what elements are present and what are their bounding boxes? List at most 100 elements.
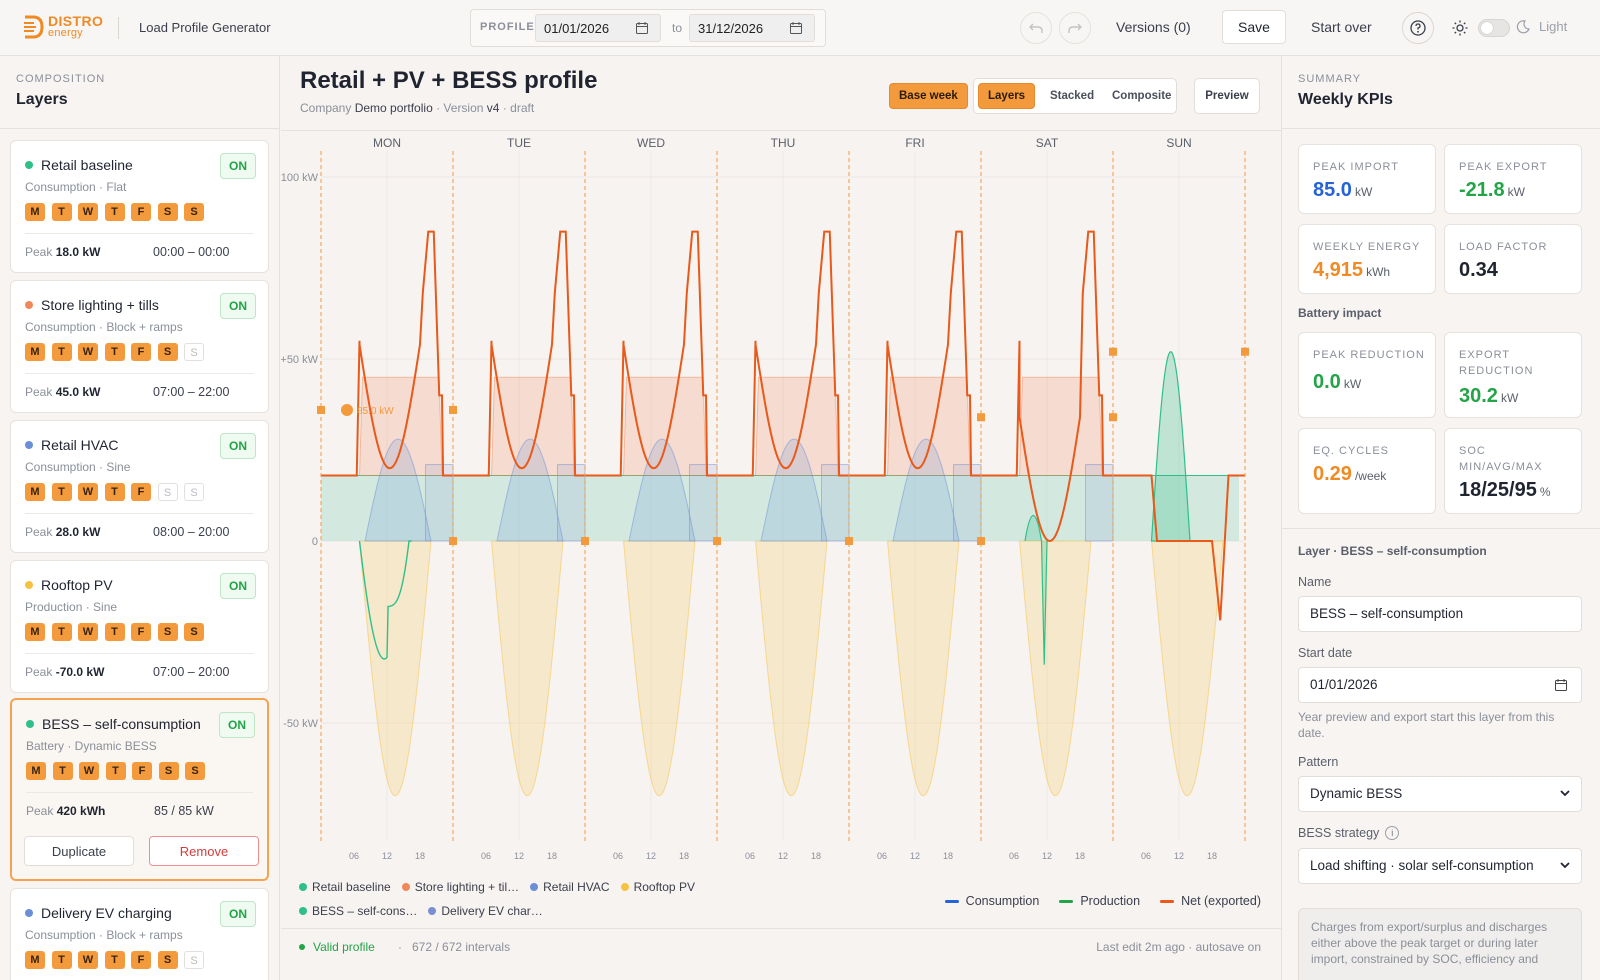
day-toggle-wed[interactable]: W: [78, 343, 98, 361]
legend-item[interactable]: BESS – self-cons…: [299, 904, 417, 918]
preview-button[interactable]: Preview: [1194, 78, 1260, 114]
legend-item[interactable]: Rooftop PV: [620, 880, 695, 894]
brand-name: DISTRO energy: [48, 12, 104, 39]
day-toggle-wed[interactable]: W: [78, 483, 98, 501]
tab-composite[interactable]: Composite: [1103, 83, 1180, 109]
layer-editor-heading: Layer · BESS – self-consumption: [1298, 544, 1487, 558]
day-toggle-tue[interactable]: T: [51, 623, 72, 641]
day-toggle-fri[interactable]: F: [132, 762, 152, 780]
day-toggle-sat[interactable]: S: [157, 203, 178, 221]
remove-button[interactable]: Remove: [149, 836, 259, 866]
hour-tick-label: 06: [481, 851, 491, 861]
start-over-button[interactable]: Start over: [1311, 19, 1372, 35]
tab-stacked[interactable]: Stacked: [1041, 83, 1103, 109]
layer-legend: Retail baseline Store lighting + til… Reta…: [299, 880, 819, 928]
day-toggle-sun[interactable]: S: [185, 762, 205, 780]
day-toggle-fri[interactable]: F: [131, 951, 151, 969]
day-label: TUE: [507, 136, 531, 150]
layer-on-toggle[interactable]: ON: [220, 573, 256, 599]
day-toggle-mon[interactable]: M: [25, 623, 45, 641]
legend-item[interactable]: Retail baseline: [299, 880, 391, 894]
day-toggle-sat[interactable]: S: [157, 343, 178, 361]
day-toggle-sun[interactable]: S: [184, 951, 204, 969]
layer-name-input[interactable]: BESS – self-consumption: [1298, 596, 1582, 632]
kpi-label: LOAD FACTOR: [1459, 241, 1548, 253]
day-toggle-wed[interactable]: W: [78, 951, 98, 969]
save-button[interactable]: Save: [1222, 10, 1286, 44]
day-toggle-wed[interactable]: W: [78, 623, 98, 641]
undo-icon: [1029, 23, 1043, 33]
base-week-button[interactable]: Base week: [889, 83, 968, 109]
day-toggle-tue[interactable]: T: [51, 343, 72, 361]
day-toggle-thu[interactable]: T: [104, 623, 125, 641]
profile-end-date-input[interactable]: 31/12/2026: [689, 14, 815, 42]
day-toggle-thu[interactable]: T: [104, 203, 125, 221]
panel-kicker: COMPOSITION: [16, 73, 106, 85]
day-toggle-fri[interactable]: F: [131, 343, 151, 361]
tab-layers[interactable]: Layers: [978, 83, 1036, 109]
day-toggle-sun[interactable]: S: [184, 623, 204, 641]
main-panel: Retail + PV + BESS profile Company Demo …: [281, 56, 1281, 980]
layer-card[interactable]: Store lighting + tills ON Consumption · …: [10, 280, 269, 413]
day-toggle-wed[interactable]: W: [79, 762, 99, 780]
kpi-unit: kW: [1354, 185, 1373, 199]
day-toggle-tue[interactable]: T: [52, 762, 73, 780]
day-toggle-thu[interactable]: T: [104, 951, 125, 969]
theme-toggle[interactable]: [1478, 19, 1510, 37]
pattern-select[interactable]: Dynamic BESS: [1298, 776, 1582, 812]
day-toggle-thu[interactable]: T: [105, 762, 126, 780]
undo-button[interactable]: [1020, 12, 1052, 44]
day-toggle-sun[interactable]: S: [184, 343, 204, 361]
day-toggle-sat[interactable]: S: [158, 762, 179, 780]
day-toggle-tue[interactable]: T: [51, 483, 72, 501]
pv-area: [1150, 540, 1224, 797]
duplicate-button[interactable]: Duplicate: [24, 836, 134, 866]
day-toggle-mon[interactable]: M: [25, 951, 45, 969]
day-toggle-mon[interactable]: M: [26, 762, 46, 780]
versions-button[interactable]: Versions (0): [1116, 19, 1191, 35]
day-toggle-tue[interactable]: T: [51, 203, 72, 221]
legend-dot: [428, 907, 437, 915]
start-date-input[interactable]: 01/01/2026: [1298, 667, 1582, 703]
day-toggle-thu[interactable]: T: [104, 483, 125, 501]
profile-start-date-input[interactable]: 01/01/2026: [535, 14, 661, 42]
day-toggle-fri[interactable]: F: [131, 203, 151, 221]
day-toggle-sun[interactable]: S: [184, 203, 204, 221]
layer-on-toggle[interactable]: ON: [220, 293, 256, 319]
layer-on-toggle[interactable]: ON: [220, 153, 256, 179]
layer-card-selected[interactable]: BESS – self-consumption ON Battery · Dyn…: [10, 698, 269, 881]
peak-label: Peak: [25, 525, 53, 539]
layer-card[interactable]: Retail baseline ON Consumption · Flat M …: [10, 140, 269, 273]
day-toggle-mon[interactable]: M: [25, 483, 45, 501]
day-toggle-mon[interactable]: M: [25, 203, 45, 221]
day-toggle-mon[interactable]: M: [25, 343, 45, 361]
drag-handle: [977, 413, 985, 422]
brand-logo[interactable]: DISTRO energy: [22, 14, 103, 40]
day-toggle-sun[interactable]: S: [184, 483, 204, 501]
day-toggle-fri[interactable]: F: [131, 623, 151, 641]
day-toggle-sat[interactable]: S: [157, 483, 178, 501]
day-toggle-sat[interactable]: S: [157, 951, 178, 969]
kpi-card-peak-import: PEAK IMPORT 85.0 kW: [1298, 144, 1436, 214]
layer-card[interactable]: Retail HVAC ON Consumption · Sine M T W …: [10, 420, 269, 553]
day-toggle-fri[interactable]: F: [131, 483, 151, 501]
layer-on-toggle[interactable]: ON: [220, 433, 256, 459]
day-toggle-wed[interactable]: W: [78, 203, 98, 221]
layer-on-toggle[interactable]: ON: [219, 712, 255, 738]
layer-card[interactable]: Delivery EV charging ON Consumption · Bl…: [10, 888, 269, 980]
load-profile-chart[interactable]: +100 kW +50 kW 0 -50 kW 85.0 kW MON 06 12 18 TUE 0…: [281, 130, 1281, 946]
legend-item[interactable]: Store lighting + til…: [401, 880, 519, 894]
help-button[interactable]: [1402, 12, 1434, 44]
info-icon[interactable]: i: [1385, 826, 1400, 840]
day-toggle-thu[interactable]: T: [104, 343, 125, 361]
bess-strategy-select[interactable]: Load shifting · solar self-consumption: [1298, 848, 1582, 884]
legend-item[interactable]: Retail HVAC: [530, 880, 610, 894]
layer-card[interactable]: Rooftop PV ON Production · Sine M T W T …: [10, 560, 269, 693]
layer-type: Battery · Dynamic BESS: [26, 739, 157, 753]
day-toggle-sat[interactable]: S: [157, 623, 178, 641]
legend-item[interactable]: Delivery EV char…: [428, 904, 543, 918]
layer-on-toggle[interactable]: ON: [220, 901, 256, 927]
redo-button[interactable]: [1059, 12, 1091, 44]
layer-color-dot: [25, 301, 33, 309]
day-toggle-tue[interactable]: T: [51, 951, 72, 969]
